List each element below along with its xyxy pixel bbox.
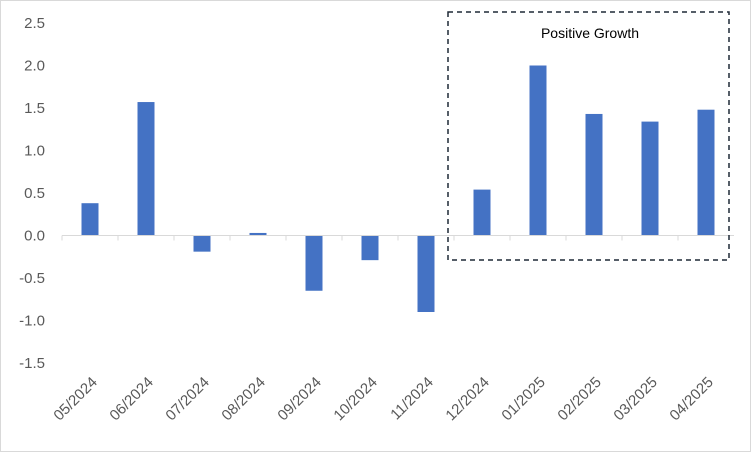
x-tick-label: 04/2025 xyxy=(666,374,716,424)
bar-08-2024 xyxy=(249,232,267,236)
y-tick-label: 1.5 xyxy=(24,100,45,117)
annotation-label: Positive Growth xyxy=(541,25,639,41)
y-axis-ticks: 2.5 2.0 1.5 1.0 0.5 0.0 -0.5 -1.0 -1.5 xyxy=(19,15,45,372)
bar-04-2025 xyxy=(697,109,715,236)
y-tick-label: -1.5 xyxy=(19,355,45,372)
bar-02-2025 xyxy=(585,113,603,236)
bar-11-2024 xyxy=(417,235,435,312)
bar-12-2024 xyxy=(473,189,491,236)
y-tick-label: -1.0 xyxy=(19,313,45,330)
y-tick-label: 0.5 xyxy=(24,185,45,202)
positive-growth-annotation: Positive Growth xyxy=(447,11,730,261)
x-tick-label: 01/2025 xyxy=(498,374,548,424)
bars xyxy=(81,65,715,312)
bar-05-2024 xyxy=(81,203,99,236)
y-tick-label: 2.0 xyxy=(24,58,45,75)
y-tick-label: -0.5 xyxy=(19,270,45,287)
x-tick-label: 06/2024 xyxy=(106,374,156,424)
y-tick-label: 0.0 xyxy=(24,228,45,245)
bar-01-2025 xyxy=(529,65,547,236)
x-axis-ticks: 05/2024 06/2024 07/2024 08/2024 09/2024 10/20… xyxy=(50,235,717,424)
bar-03-2025 xyxy=(641,121,659,236)
annotation-box xyxy=(447,11,730,261)
x-tick-label: 08/2024 xyxy=(218,374,268,424)
x-tick-label: 03/2025 xyxy=(610,374,660,424)
bar-06-2024 xyxy=(137,102,155,236)
bar-07-2024 xyxy=(193,235,211,252)
x-tick-label: 09/2024 xyxy=(274,374,324,424)
bar-09-2024 xyxy=(305,235,323,291)
x-tick-label: 12/2024 xyxy=(442,374,492,424)
x-tick-label: 05/2024 xyxy=(50,374,100,424)
y-tick-label: 2.5 xyxy=(24,15,45,32)
bar-10-2024 xyxy=(361,235,379,261)
x-tick-label: 02/2025 xyxy=(554,374,604,424)
x-tick-label: 10/2024 xyxy=(330,374,380,424)
x-tick-label: 07/2024 xyxy=(162,374,212,424)
x-tick-label: 11/2024 xyxy=(387,374,437,424)
y-tick-label: 1.0 xyxy=(24,143,45,160)
